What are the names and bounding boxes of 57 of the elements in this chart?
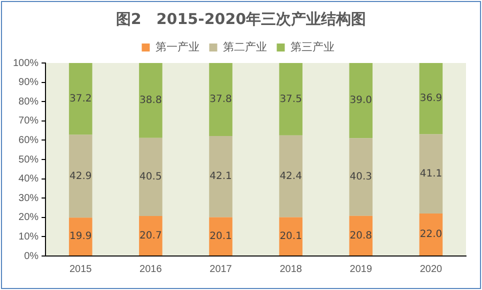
- bar: [139, 63, 162, 138]
- legend-label: 第三产业: [290, 40, 334, 54]
- bar: [419, 63, 443, 134]
- bar: [279, 135, 302, 218]
- data-label: 42.1: [210, 171, 232, 182]
- legend-label: 第一产业: [155, 40, 200, 54]
- chart-title: 图2 2015-2020年三次产业结构图: [114, 10, 368, 29]
- data-label: 42.4: [280, 170, 302, 182]
- y-tick-label: 0%: [24, 250, 39, 262]
- data-label: 20.1: [280, 230, 302, 242]
- x-tick-label: 2020: [420, 264, 443, 275]
- data-label: 40.5: [140, 172, 162, 183]
- bar: [349, 138, 373, 216]
- data-label: 39.0: [350, 95, 372, 106]
- y-tick-label: 90%: [18, 77, 39, 88]
- y-tick-label: 20%: [18, 212, 39, 224]
- y-tick-label: 10%: [18, 231, 39, 242]
- bar: [139, 216, 162, 256]
- bar: [68, 63, 92, 135]
- legend-label: 第二产业: [222, 40, 267, 54]
- data-label: 20.1: [210, 230, 232, 242]
- bar: [419, 134, 443, 214]
- bar: [68, 218, 92, 256]
- data-label: 20.8: [350, 230, 372, 242]
- bar: [279, 63, 302, 136]
- bar: [209, 217, 232, 256]
- x-tick-label: 2017: [210, 264, 232, 275]
- y-tick-label: 80%: [18, 96, 39, 108]
- x-tick-label: 2015: [69, 264, 92, 275]
- y-tick-label: 30%: [18, 192, 39, 204]
- x-tick-label: 2018: [280, 264, 302, 275]
- bar: [68, 134, 92, 218]
- bar: [139, 138, 162, 216]
- y-tick-label: 100%: [13, 58, 39, 69]
- data-label: 37.5: [280, 94, 302, 105]
- bar: [209, 136, 232, 218]
- data-label: 42.9: [69, 170, 92, 182]
- bar: [349, 216, 373, 256]
- data-label: 38.8: [140, 95, 162, 106]
- x-tick-label: 2019: [350, 264, 372, 275]
- bar: [419, 214, 443, 256]
- data-label: 37.8: [210, 94, 232, 106]
- x-tick-label: 2016: [140, 264, 162, 275]
- y-tick-label: 40%: [18, 174, 39, 185]
- data-label: 40.3: [350, 172, 372, 183]
- data-label: 19.9: [69, 231, 92, 242]
- bar: [349, 63, 373, 138]
- data-label: 41.1: [420, 168, 442, 180]
- data-label: 22.0: [420, 229, 442, 240]
- data-label: 36.9: [420, 93, 442, 104]
- bar: [209, 63, 232, 136]
- y-tick-label: 70%: [18, 116, 39, 127]
- data-label: 37.2: [69, 93, 92, 104]
- y-tick-label: 60%: [18, 134, 39, 146]
- y-tick-label: 50%: [18, 154, 39, 166]
- data-label: 20.7: [140, 230, 162, 242]
- bar: [279, 217, 302, 256]
